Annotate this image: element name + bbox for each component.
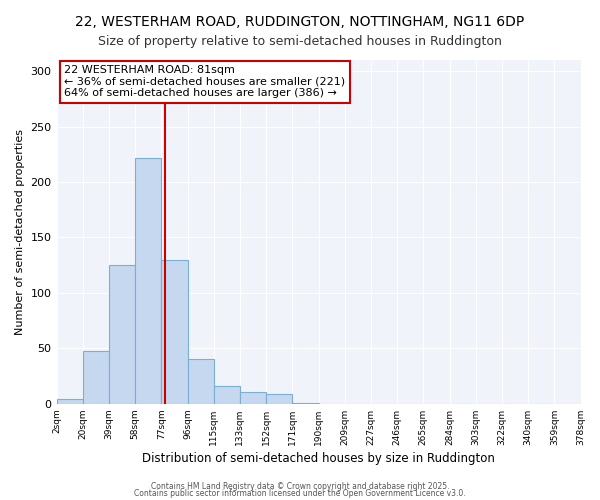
- Bar: [266, 394, 292, 404]
- Text: 22 WESTERHAM ROAD: 81sqm
← 36% of semi-detached houses are smaller (221)
64% of : 22 WESTERHAM ROAD: 81sqm ← 36% of semi-d…: [64, 65, 346, 98]
- Text: Contains HM Land Registry data © Crown copyright and database right 2025.: Contains HM Land Registry data © Crown c…: [151, 482, 449, 491]
- Bar: [214, 386, 240, 404]
- Text: 22, WESTERHAM ROAD, RUDDINGTON, NOTTINGHAM, NG11 6DP: 22, WESTERHAM ROAD, RUDDINGTON, NOTTINGH…: [76, 15, 524, 29]
- Bar: [161, 260, 188, 404]
- Bar: [109, 265, 135, 404]
- Bar: [56, 400, 83, 404]
- Bar: [240, 392, 266, 404]
- Text: Size of property relative to semi-detached houses in Ruddington: Size of property relative to semi-detach…: [98, 35, 502, 48]
- Bar: [83, 350, 109, 404]
- Bar: [188, 360, 214, 404]
- X-axis label: Distribution of semi-detached houses by size in Ruddington: Distribution of semi-detached houses by …: [142, 452, 495, 465]
- Bar: [292, 402, 319, 404]
- Bar: [135, 158, 161, 404]
- Y-axis label: Number of semi-detached properties: Number of semi-detached properties: [15, 129, 25, 335]
- Text: Contains public sector information licensed under the Open Government Licence v3: Contains public sector information licen…: [134, 489, 466, 498]
